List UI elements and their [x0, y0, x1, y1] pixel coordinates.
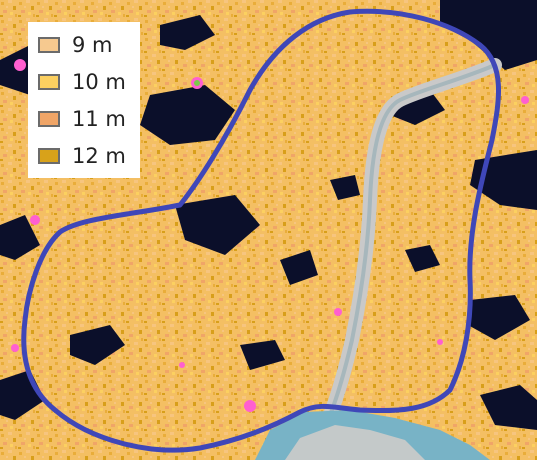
legend-swatch: [38, 110, 60, 127]
legend-swatch: [38, 147, 60, 164]
legend-label: 12 m: [72, 143, 126, 168]
legend-label: 11 m: [72, 106, 126, 131]
catchment-boundary: [21, 8, 502, 453]
legend-item-9m: 9 m: [38, 26, 140, 63]
legend-item-10m: 10 m: [38, 63, 140, 100]
legend-item-12m: 12 m: [38, 137, 140, 174]
water-body: [255, 410, 490, 460]
legend-label: 9 m: [72, 32, 113, 57]
legend-swatch: [38, 36, 60, 53]
map-legend: 9 m 10 m 11 m 12 m: [28, 22, 140, 178]
legend-swatch: [38, 73, 60, 90]
legend-item-11m: 11 m: [38, 100, 140, 137]
legend-label: 10 m: [72, 69, 126, 94]
pink-highlights: [11, 59, 529, 412]
